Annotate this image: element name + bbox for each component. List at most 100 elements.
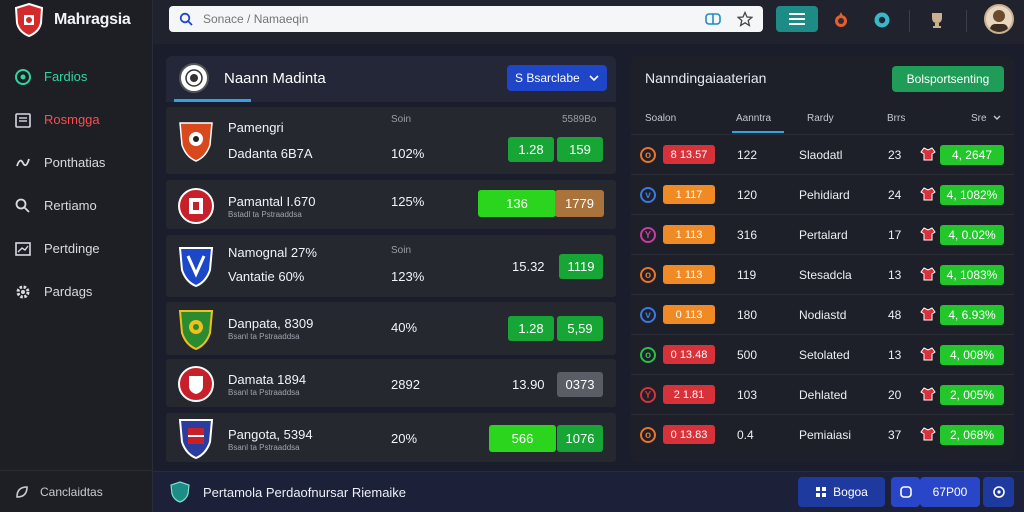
active-tab-indicator: [174, 99, 251, 102]
menu-button[interactable]: [776, 6, 818, 32]
cell-c2: Dehlated: [799, 388, 848, 402]
cell-c3: 23: [888, 148, 902, 162]
ranking-row[interactable]: o 0 13.83 0.4 Pemiaiasi 37 2, 068%: [631, 414, 1014, 454]
gear-icon: [14, 283, 32, 301]
stats-icon: [14, 154, 32, 172]
fire-notification-button[interactable]: [830, 9, 852, 31]
value-badge[interactable]: 4, 1082%: [940, 185, 1004, 205]
column-header[interactable]: Soalon: [645, 113, 677, 124]
table-row[interactable]: Damata 1894 Bsanl ta Pstraaddsa 2892 13.…: [166, 359, 616, 407]
team-name: Damata 1894: [228, 372, 307, 387]
odds-badge[interactable]: 1 117: [663, 185, 715, 204]
cell-c1: 316: [737, 228, 758, 242]
info-button[interactable]: [983, 477, 1014, 507]
sidebar-item-4[interactable]: Pertdinge: [0, 227, 153, 270]
sidebar-item-0[interactable]: Fardios: [0, 55, 153, 98]
table-row[interactable]: Namognal 27% Vantatie 60% Soin 123% 15.3…: [166, 235, 616, 297]
odds-pill[interactable]: 136: [478, 190, 556, 217]
odds-pill[interactable]: 0373: [557, 372, 603, 397]
team-detail: Dadanta 6B7A: [228, 146, 313, 161]
cell-c1: 120: [737, 188, 758, 202]
odds-badge[interactable]: 0 13.83: [663, 425, 715, 444]
star-icon[interactable]: [737, 11, 753, 27]
sidebar-item-2[interactable]: Ponthatias: [0, 141, 153, 184]
club-shield-icon: [14, 3, 44, 37]
value-badge[interactable]: 4, 008%: [940, 345, 1004, 365]
bottom-button-1[interactable]: Bogoa: [798, 477, 885, 507]
odds-pill[interactable]: 1119: [559, 254, 603, 279]
bottom-button-2[interactable]: 67P00: [920, 477, 980, 507]
value-badge[interactable]: 4, 1083%: [940, 265, 1004, 285]
odds-badge[interactable]: 0 13.48: [663, 345, 715, 364]
sidebar-item-3[interactable]: Rertiamo: [0, 184, 153, 227]
search-bar[interactable]: [169, 6, 763, 32]
table-row[interactable]: Pamengri Dadanta 6B7A Soin 5589Bo 102% 1…: [166, 107, 616, 174]
team-logo-icon: v: [640, 187, 656, 203]
sidebar-item-label: Ponthatias: [44, 155, 106, 170]
brand[interactable]: Mahragsia: [14, 3, 131, 37]
column-header[interactable]: Brrs: [887, 113, 906, 124]
avatar[interactable]: [984, 4, 1014, 34]
sidebar-item-label: Pardags: [44, 284, 93, 299]
team-name: Pamantal I.670: [228, 194, 316, 209]
search-icon: [179, 12, 193, 26]
value-badge[interactable]: 4, 0.02%: [940, 225, 1004, 245]
value-badge[interactable]: 2, 005%: [940, 385, 1004, 405]
trophy-button[interactable]: [926, 9, 948, 31]
odds-pill[interactable]: 159: [557, 137, 603, 162]
odds-pill[interactable]: 1.28: [508, 316, 554, 341]
chart-icon: [14, 240, 32, 258]
odds-value: 15.32: [512, 259, 545, 274]
cell-c3: 37: [888, 428, 902, 442]
cell-c2: Stesadcla: [799, 268, 852, 282]
cell-c1: 180: [737, 308, 758, 322]
odds-badge[interactable]: 8 13.57: [663, 145, 715, 164]
sidebar-item-5[interactable]: Pardags: [0, 270, 153, 313]
ranking-row[interactable]: Y 1 113 316 Pertalard 17 4, 0.02%: [631, 214, 1014, 254]
odds-pill[interactable]: 1.28: [508, 137, 554, 162]
value-badge[interactable]: 2, 068%: [940, 425, 1004, 445]
odds-badge[interactable]: 1 113: [663, 225, 715, 244]
match-panel-header: Naann Madinta S Bsarclabe: [166, 56, 616, 102]
cell-c2: Pemiaiasi: [799, 428, 852, 442]
cell-c2: Slaodatl: [799, 148, 843, 162]
season-select[interactable]: S Bsarclabe: [507, 65, 607, 91]
value-badge[interactable]: 4, 6.93%: [940, 305, 1004, 325]
ranking-row[interactable]: Y 2 1.81 103 Dehlated 20 2, 005%: [631, 374, 1014, 414]
odds-pill[interactable]: 1779: [555, 190, 604, 217]
sidebar-footer-label: Canclaidtas: [40, 484, 103, 499]
search-input[interactable]: [203, 12, 695, 26]
table-row[interactable]: Pamantal I.670 Bstadl ta Pstraaddsa 125%…: [166, 180, 616, 229]
ranking-row[interactable]: v 1 117 120 Pehidiard 24 4, 1082%: [631, 174, 1014, 214]
column-header[interactable]: Sre: [971, 113, 987, 124]
column-header[interactable]: Rardy: [807, 113, 834, 124]
chevron-down-icon: [993, 115, 1001, 120]
odds-pill[interactable]: 1076: [557, 425, 603, 452]
percent-value: 40%: [391, 320, 418, 335]
sports-button[interactable]: Bolsportsenting: [892, 66, 1004, 92]
search-user-icon: [14, 197, 32, 215]
percent-value: 123%: [391, 269, 425, 284]
percent-value: 2892: [391, 377, 420, 392]
sidebar-footer[interactable]: Canclaidtas: [0, 470, 153, 512]
toggle-view-icon[interactable]: [705, 12, 721, 26]
column-header[interactable]: Aanntra: [736, 113, 772, 124]
odds-badge[interactable]: 0 113: [663, 305, 715, 324]
odds-pill[interactable]: 5,59: [557, 316, 603, 341]
ranking-row[interactable]: o 1 113 119 Stesadcla 13 4, 1083%: [631, 254, 1014, 294]
bottom-bar: Pertamola Perdaofnursar Riemaike Bogoa 6…: [153, 471, 1024, 512]
odds-badge[interactable]: 2 1.81: [663, 385, 715, 404]
messages-button[interactable]: [871, 9, 893, 31]
sync-button[interactable]: [891, 477, 920, 507]
team-name: Pangota, 5394: [228, 427, 313, 442]
table-row[interactable]: Danpata, 8309 Bsanl ta Pstraaddsa 40% 1.…: [166, 302, 616, 355]
trophy-icon: [932, 13, 942, 28]
value-badge[interactable]: 4, 2647: [940, 145, 1004, 165]
ranking-row[interactable]: v 0 113 180 Nodiastd 48 4, 6.93%: [631, 294, 1014, 334]
sidebar-item-1[interactable]: Rosmgga: [0, 98, 153, 141]
ranking-row[interactable]: o 8 13.57 122 Slaodatl 23 4, 2647: [631, 134, 1014, 174]
odds-badge[interactable]: 1 113: [663, 265, 715, 284]
ranking-row[interactable]: o 0 13.48 500 Setolated 13 4, 008%: [631, 334, 1014, 374]
odds-pill[interactable]: 566: [489, 425, 556, 452]
table-row[interactable]: Pangota, 5394 Bsanl ta Pstraaddsa 20% 56…: [166, 413, 616, 462]
